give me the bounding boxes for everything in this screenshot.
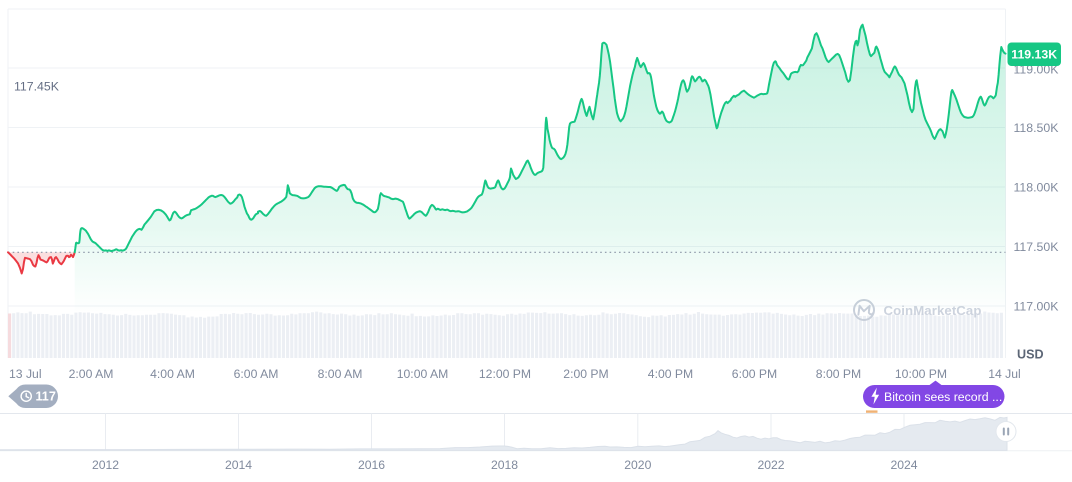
svg-text:2016: 2016 — [358, 458, 385, 472]
svg-text:2:00 AM: 2:00 AM — [69, 367, 114, 381]
svg-text:117.50K: 117.50K — [1014, 240, 1060, 254]
svg-text:10:00 AM: 10:00 AM — [397, 367, 449, 381]
svg-text:6:00 AM: 6:00 AM — [234, 367, 279, 381]
svg-text:4:00 AM: 4:00 AM — [150, 367, 195, 381]
svg-text:4:00 PM: 4:00 PM — [648, 367, 693, 381]
svg-text:117: 117 — [36, 390, 56, 404]
svg-text:Bitcoin sees record ...: Bitcoin sees record ... — [884, 390, 1002, 404]
svg-text:117.00K: 117.00K — [1014, 299, 1060, 313]
svg-text:14 Jul: 14 Jul — [988, 367, 1021, 381]
svg-text:6:00 PM: 6:00 PM — [732, 367, 777, 381]
svg-text:13 Jul: 13 Jul — [9, 367, 42, 381]
svg-text:2024: 2024 — [890, 458, 917, 472]
svg-text:118.50K: 118.50K — [1014, 121, 1060, 135]
svg-text:2018: 2018 — [491, 458, 518, 472]
svg-text:118.00K: 118.00K — [1014, 180, 1060, 194]
svg-text:117.45K: 117.45K — [14, 80, 60, 94]
svg-text:10:00 PM: 10:00 PM — [895, 367, 947, 381]
svg-text:2020: 2020 — [624, 458, 651, 472]
svg-text:2012: 2012 — [92, 458, 119, 472]
svg-text:2014: 2014 — [225, 458, 252, 472]
svg-text:USD: USD — [1017, 348, 1044, 362]
svg-text:119.13K: 119.13K — [1011, 48, 1057, 62]
svg-text:8:00 PM: 8:00 PM — [816, 367, 861, 381]
svg-text:8:00 AM: 8:00 AM — [318, 367, 363, 381]
svg-text:12:00 PM: 12:00 PM — [479, 367, 531, 381]
svg-text:2:00 PM: 2:00 PM — [563, 367, 608, 381]
svg-text:2022: 2022 — [757, 458, 784, 472]
